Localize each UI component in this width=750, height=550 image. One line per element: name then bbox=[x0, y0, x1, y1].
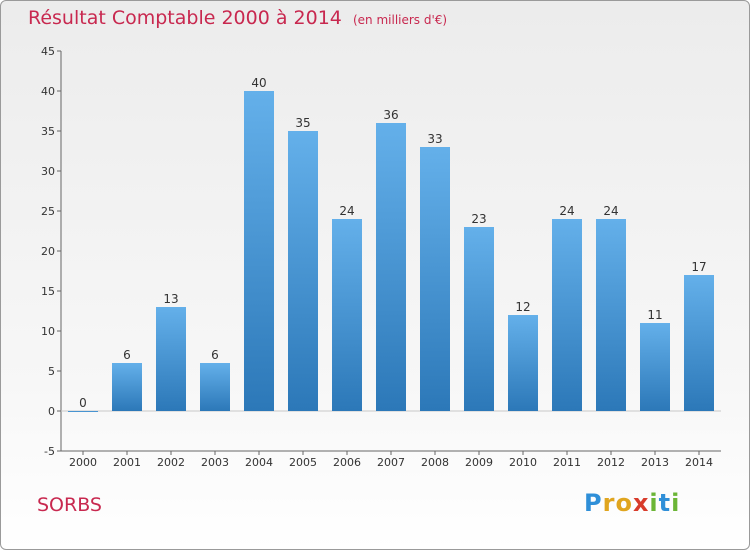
bar-2008 bbox=[420, 147, 450, 411]
y-tick-label: 45 bbox=[41, 45, 55, 58]
bar-2000 bbox=[68, 411, 98, 412]
bar-2011 bbox=[552, 219, 582, 411]
x-tick-label: 2000 bbox=[69, 456, 97, 469]
x-tick-label: 2007 bbox=[377, 456, 405, 469]
bar-2001 bbox=[112, 363, 142, 411]
bar-2004 bbox=[244, 91, 274, 411]
place-name: SORBS bbox=[37, 494, 102, 516]
y-tick-label: 0 bbox=[48, 405, 55, 418]
logo-letter: o bbox=[615, 489, 633, 517]
y-tick-label: 15 bbox=[41, 285, 55, 298]
data-label-2014: 17 bbox=[691, 260, 706, 274]
logo-letter: r bbox=[602, 489, 616, 517]
proxiti-logo: Proxiti bbox=[584, 489, 680, 517]
bar-2006 bbox=[332, 219, 362, 411]
chart-title-block: Résultat Comptable 2000 à 2014 (en milli… bbox=[28, 7, 447, 29]
data-label-2001: 6 bbox=[123, 348, 131, 362]
x-tick-label: 2001 bbox=[113, 456, 141, 469]
x-tick-label: 2014 bbox=[685, 456, 713, 469]
bar-2014 bbox=[684, 275, 714, 411]
y-tick-label: 30 bbox=[41, 165, 55, 178]
x-tick-label: 2008 bbox=[421, 456, 449, 469]
chart-subtitle: (en milliers d'€) bbox=[352, 13, 448, 27]
data-label-2005: 35 bbox=[295, 116, 310, 130]
data-label-2010: 12 bbox=[515, 300, 530, 314]
data-label-2009: 23 bbox=[471, 212, 486, 226]
data-label-2012: 24 bbox=[603, 204, 618, 218]
logo-letter: t bbox=[658, 489, 672, 517]
data-label-2008: 33 bbox=[427, 132, 442, 146]
y-tick-label: 25 bbox=[41, 205, 55, 218]
bar-2003 bbox=[200, 363, 230, 411]
x-tick-label: 2011 bbox=[553, 456, 581, 469]
x-tick-label: 2013 bbox=[641, 456, 669, 469]
data-label-2011: 24 bbox=[559, 204, 574, 218]
data-label-2002: 13 bbox=[163, 292, 178, 306]
x-tick-label: 2006 bbox=[333, 456, 361, 469]
data-label-2004: 40 bbox=[251, 76, 266, 90]
chart-title: Résultat Comptable 2000 à 2014 bbox=[28, 7, 342, 29]
bar-2009 bbox=[464, 227, 494, 411]
x-tick-label: 2010 bbox=[509, 456, 537, 469]
logo-letter: i bbox=[671, 489, 681, 517]
x-tick-label: 2012 bbox=[597, 456, 625, 469]
bar-2010 bbox=[508, 315, 538, 411]
x-tick-label: 2009 bbox=[465, 456, 493, 469]
x-tick-label: 2004 bbox=[245, 456, 273, 469]
y-tick-label: 35 bbox=[41, 125, 55, 138]
logo-letter: P bbox=[584, 489, 603, 517]
y-tick-label: 40 bbox=[41, 85, 55, 98]
data-label-2007: 36 bbox=[383, 108, 398, 122]
bar-2002 bbox=[156, 307, 186, 411]
x-tick-label: 2003 bbox=[201, 456, 229, 469]
y-tick-label: 10 bbox=[41, 325, 55, 338]
logo-letter: i bbox=[649, 489, 659, 517]
x-tick-label: 2002 bbox=[157, 456, 185, 469]
bar-2005 bbox=[288, 131, 318, 411]
data-label-2000: 0 bbox=[79, 396, 87, 410]
bar-2007 bbox=[376, 123, 406, 411]
data-label-2003: 6 bbox=[211, 348, 219, 362]
bar-2013 bbox=[640, 323, 670, 411]
bar-2012 bbox=[596, 219, 626, 411]
y-tick-label: -5 bbox=[44, 445, 55, 458]
data-label-2013: 11 bbox=[647, 308, 662, 322]
y-tick-label: 20 bbox=[41, 245, 55, 258]
data-label-2006: 24 bbox=[339, 204, 354, 218]
x-tick-label: 2005 bbox=[289, 456, 317, 469]
y-tick-label: 5 bbox=[48, 365, 55, 378]
logo-letter: x bbox=[632, 489, 650, 517]
